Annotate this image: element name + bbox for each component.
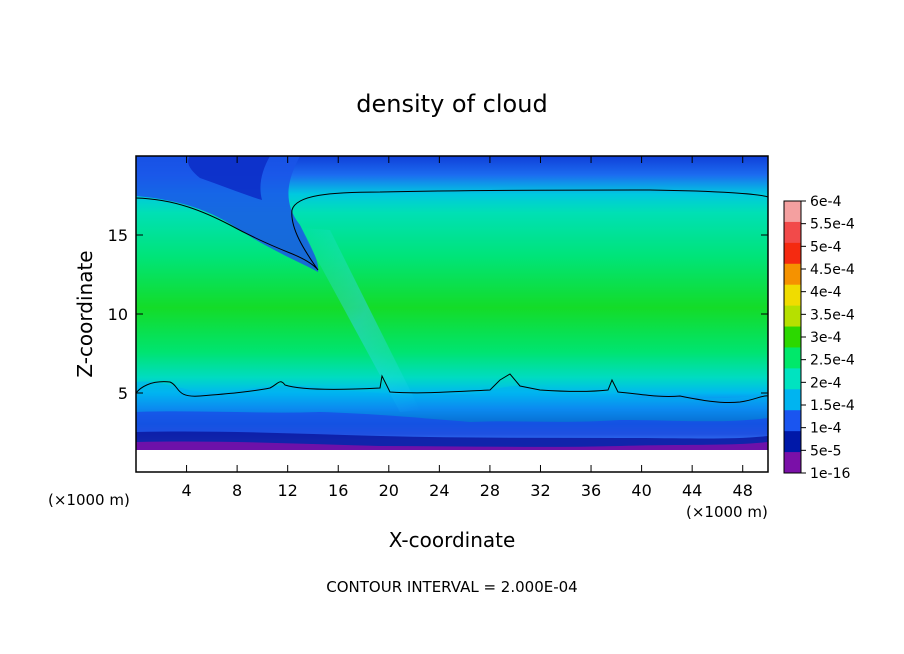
colorbar-label: 1e-4 (810, 421, 842, 437)
colorbar-swatch (784, 389, 801, 411)
y-axis-ticks: 5 10 15 (108, 226, 768, 403)
colorbar-label: 5e-4 (810, 239, 842, 255)
colorbar-label: 1.5e-4 (810, 398, 855, 414)
y-tick-label: 10 (108, 305, 128, 324)
colorbar: 6e-4 5.5e-4 5e-4 4.5e-4 4e-4 3.5e-4 3e-4 2.5e-4… (783, 194, 855, 482)
colorbar-label: 4.5e-4 (810, 262, 855, 278)
x-tick-label: 20 (379, 481, 399, 500)
x-tick-label: 12 (278, 481, 298, 500)
x-tick-label: 8 (232, 481, 242, 500)
x-unit-label: (×1000 m) (686, 503, 768, 521)
x-tick-label: 44 (682, 481, 702, 500)
x-tick-label: 16 (328, 481, 348, 500)
y-tick-label: 15 (108, 226, 128, 245)
colorbar-swatch (784, 201, 801, 223)
colorbar-label: 5.5e-4 (810, 217, 855, 233)
colorbar-swatch (784, 347, 801, 369)
colorbar-swatch (784, 284, 801, 307)
y-axis-label: Z-coordinate (73, 250, 97, 377)
colorbar-label: 5e-5 (810, 443, 841, 459)
x-tick-label: 28 (480, 481, 500, 500)
x-tick-label: 4 (181, 481, 191, 500)
colorbar-swatch (784, 263, 801, 286)
z-unit-label: (×1000 m) (48, 491, 130, 509)
colorbar-label: 3.5e-4 (810, 307, 855, 323)
chart-title: density of cloud (356, 90, 547, 118)
colorbar-swatch (784, 431, 801, 453)
colorbar-label: 4e-4 (810, 285, 842, 301)
colorbar-swatch (784, 410, 801, 432)
colorbar-swatch (784, 305, 801, 328)
x-tick-label: 48 (733, 481, 753, 500)
colorbar-swatch (784, 368, 801, 390)
colorbar-label: 1e-16 (810, 466, 850, 482)
y-tick-label: 5 (118, 384, 128, 403)
colorbar-label: 2.5e-4 (810, 353, 855, 369)
colorbar-label: 3e-4 (810, 330, 842, 346)
contour-lines (136, 189, 768, 403)
colorbar-swatch (784, 221, 801, 244)
x-tick-label: 32 (530, 481, 550, 500)
x-axis-ticks: 4 8 12 16 20 24 28 32 36 40 44 48 (181, 156, 753, 500)
colorbar-swatch (784, 452, 801, 474)
colorbar-label: 2e-4 (810, 375, 842, 391)
x-tick-label: 36 (581, 481, 601, 500)
density-field (136, 156, 768, 472)
colorbar-swatch (784, 326, 801, 348)
x-axis-label: X-coordinate (389, 528, 516, 552)
colorbar-label: 6e-4 (810, 194, 842, 210)
colorbar-swatch (784, 242, 801, 265)
contour-interval-note: CONTOUR INTERVAL = 2.000E-04 (326, 578, 577, 596)
x-tick-label: 24 (429, 481, 449, 500)
x-tick-label: 40 (631, 481, 651, 500)
